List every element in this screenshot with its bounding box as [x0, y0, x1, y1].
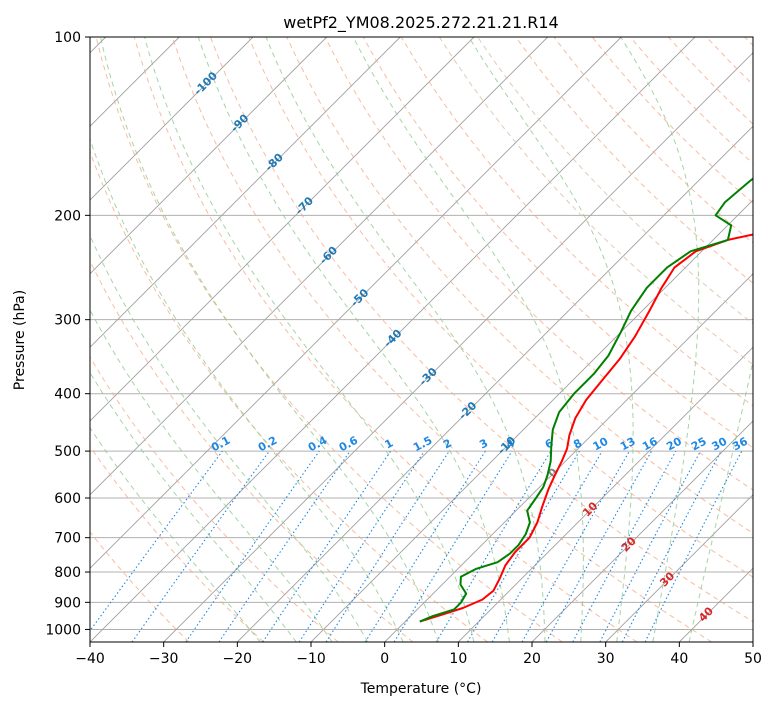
y-tick-label: 300 [54, 313, 81, 329]
y-tick-label: 100 [54, 30, 81, 46]
x-tick-label: 20 [523, 651, 541, 667]
mixing-ratio-label: 16 [640, 435, 660, 454]
moist-adiabat-line [352, 37, 584, 642]
x-tick-label: −20 [223, 651, 253, 667]
y-tick-label: 500 [54, 444, 81, 460]
isotherm-line [384, 273, 753, 642]
dry-adiabat-line [171, 37, 712, 642]
isotherm-line [90, 37, 254, 201]
dry-adiabat-line [286, 37, 753, 534]
dry-adiabat-line [90, 531, 190, 642]
mixing-ratio-line [90, 450, 223, 632]
dry-adiabat-line [90, 259, 414, 642]
moist-adiabat-line [100, 37, 439, 642]
plot-area: 0.1 0.2 0.4 0.6 1 1.5 2 3 4 6 8 10 13 16 20 25 30 36 -100… [90, 37, 753, 642]
x-tick-label: 50 [744, 651, 762, 667]
y-axis-label: Pressure (hPa) [12, 290, 28, 390]
mixing-ratio-lines [90, 450, 743, 642]
dry-adiabat-line [515, 37, 753, 284]
dry-adiabat-line [90, 150, 488, 642]
mixing-ratio-line [521, 450, 630, 642]
isotherm-line [90, 37, 401, 348]
isotherm-line [90, 37, 475, 422]
dry-adiabat-line [210, 37, 753, 623]
isotherm-line [90, 37, 696, 642]
mixing-ratio-label: 13 [618, 435, 638, 454]
y-tick-label: 600 [54, 491, 81, 507]
moist-adiabat-line [144, 37, 475, 642]
mixing-ratio-line [572, 450, 677, 642]
moist-adiabat-line [90, 426, 261, 642]
dry-adiabat-line [95, 37, 563, 642]
mixing-ratio-line [325, 450, 450, 642]
temperature-profile-line [419, 233, 753, 623]
y-tick-label: 1000 [45, 622, 81, 638]
isotherm-line [163, 52, 753, 642]
isotherm-line [90, 37, 549, 496]
mixing-ratio-line [262, 450, 392, 642]
x-axis: −40 −30 −20 −10 0 10 20 30 40 50 [75, 642, 762, 667]
moist-adiabat-line [90, 234, 369, 642]
y-tick-label: 900 [54, 595, 81, 611]
isotherm-line [90, 37, 622, 569]
mixing-ratio-line [545, 450, 653, 642]
dry-adiabat-line [400, 37, 753, 407]
mixing-ratio-label: 25 [689, 435, 709, 454]
isotherm-line [531, 420, 753, 642]
mixing-ratio-label: 30 [710, 435, 730, 454]
mixing-ratio-line [218, 450, 351, 642]
mixing-ratio-line [644, 450, 743, 642]
x-tick-label: −30 [149, 651, 179, 667]
mixing-ratio-line [393, 450, 513, 642]
dewpoint-profile-line [419, 177, 753, 623]
moist-adiabat-line [90, 137, 404, 642]
isotherm-line [236, 125, 753, 642]
plot-frame [89, 36, 754, 643]
isotherm-line [457, 346, 753, 642]
x-tick-label: −10 [296, 651, 326, 667]
y-tick-label: 700 [54, 531, 81, 547]
moist-adiabat-line [620, 37, 700, 642]
y-axis: 100 200 300 400 500 600 700 800 900 1000 [45, 30, 90, 638]
x-tick-label: 40 [670, 651, 688, 667]
mixing-ratio-label: 36 [730, 435, 750, 454]
dry-adiabat-line [248, 37, 753, 578]
mixing-ratio-line [131, 450, 270, 642]
mixing-ratio-label: 20 [664, 435, 684, 454]
dry-adiabat-line [133, 37, 638, 642]
chart-title: wetPf2_YM08.2025.272.21.21.R14 [283, 13, 558, 33]
x-tick-label: 30 [597, 651, 615, 667]
moist-adiabat-line [265, 37, 546, 642]
mixing-ratio-label: 10 [591, 435, 611, 454]
dry-adiabat-line [438, 37, 753, 366]
x-tick-label: 0 [380, 651, 389, 667]
isotherm-grid [90, 37, 753, 642]
mixing-ratio-line [185, 450, 320, 642]
mixing-ratio-line [298, 450, 425, 642]
x-axis-label: Temperature (°C) [360, 681, 482, 697]
profile-series [419, 177, 753, 623]
dry-adiabats [90, 37, 753, 642]
dry-adiabat-line [90, 356, 339, 642]
isotherm-line [90, 37, 328, 275]
isobar-grid [90, 37, 753, 630]
moist-adiabats [90, 37, 753, 642]
x-tick-label: −40 [75, 651, 105, 667]
moist-adiabat-line [90, 371, 297, 642]
dry-adiabat-line [90, 445, 264, 642]
y-tick-label: 800 [54, 565, 81, 581]
y-tick-label: 400 [54, 387, 81, 403]
y-tick-label: 200 [54, 208, 81, 224]
isotherm-line [605, 494, 753, 642]
x-tick-label: 10 [449, 651, 467, 667]
